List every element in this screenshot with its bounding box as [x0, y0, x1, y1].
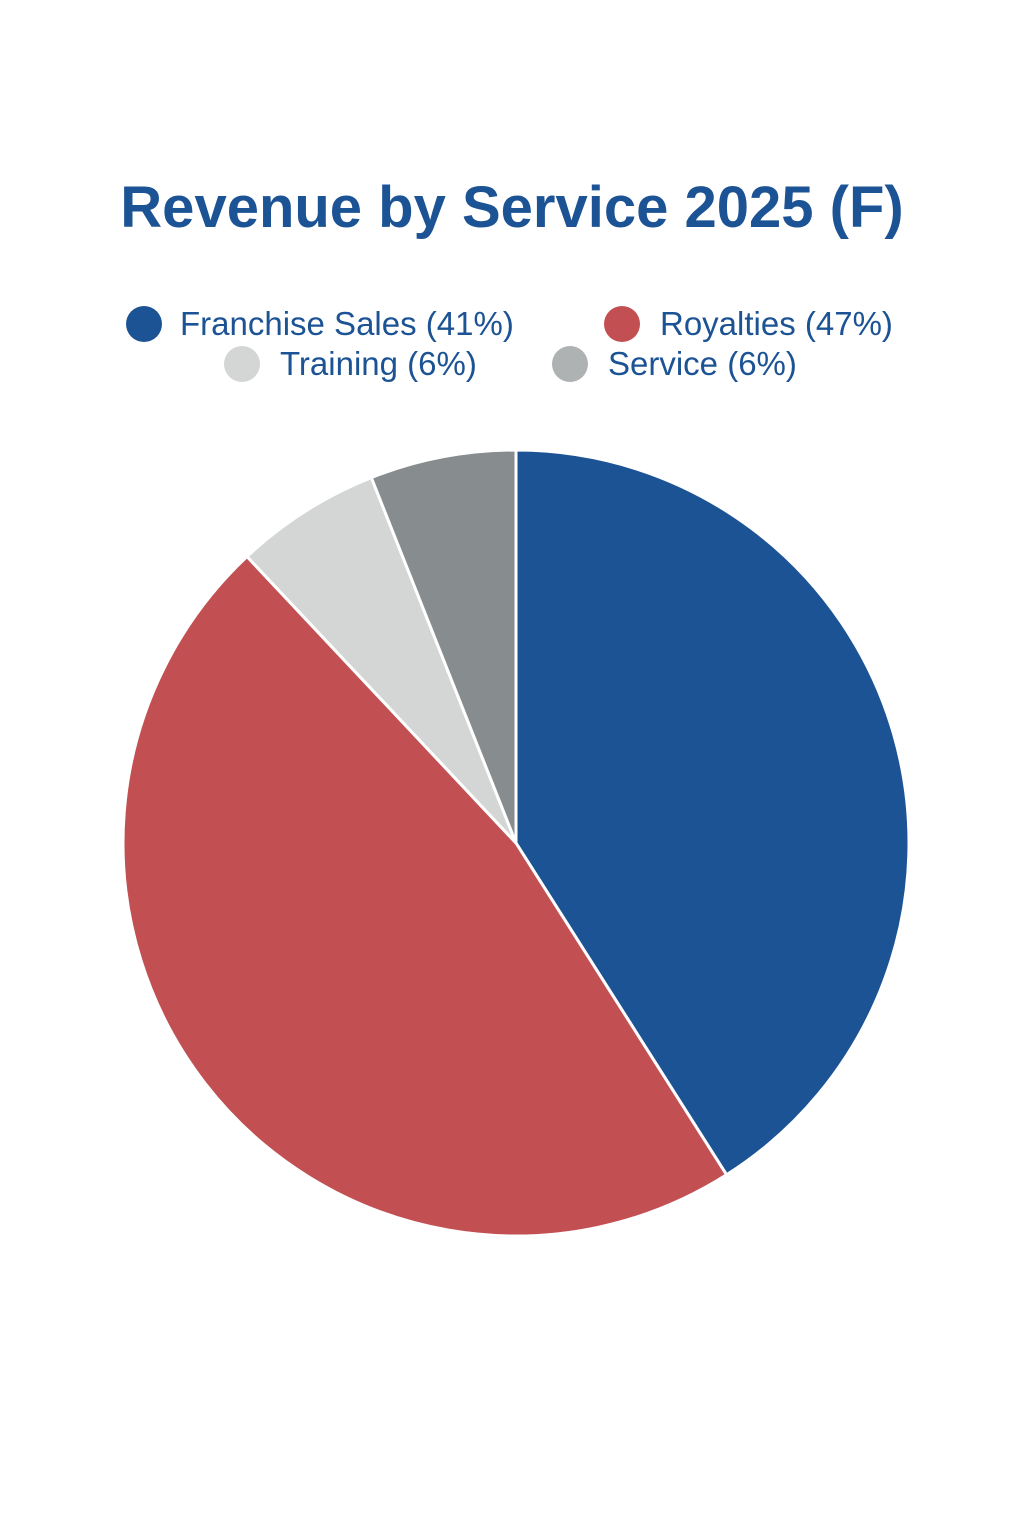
- legend-item-service: Service (6%): [552, 344, 797, 384]
- legend-swatch-training: [224, 346, 260, 382]
- legend-label-royalties: Royalties (47%): [660, 305, 893, 342]
- legend-swatch-franchise-sales: [126, 306, 162, 342]
- pie-slice-training: [245, 476, 518, 845]
- pie-slice-royalties: [121, 555, 729, 1238]
- legend-item-franchise-sales: Franchise Sales (41%): [126, 304, 514, 344]
- legend-label-service: Service (6%): [608, 345, 797, 382]
- legend-item-royalties: Royalties (47%): [604, 304, 893, 344]
- pie-slice-service: [369, 448, 518, 845]
- legend-swatch-royalties: [604, 306, 640, 342]
- legend-label-franchise-sales: Franchise Sales (41%): [180, 305, 514, 342]
- legend-swatch-service: [552, 346, 588, 382]
- legend-label-training: Training (6%): [280, 345, 477, 382]
- chart-title: Revenue by Service 2025 (F): [120, 175, 904, 240]
- legend-item-training: Training (6%): [224, 344, 477, 384]
- pie-slice-franchise-sales: [514, 448, 911, 1177]
- legend: Franchise Sales (41%) Royalties (47%) Tr…: [0, 302, 1024, 382]
